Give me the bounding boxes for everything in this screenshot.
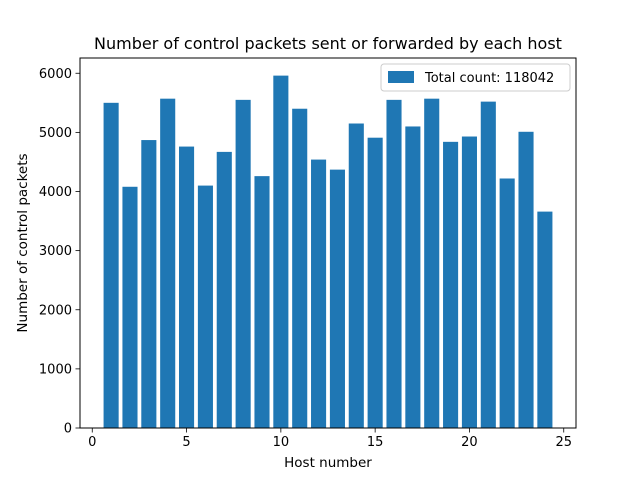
x-tick-label: 15 [367, 435, 384, 450]
y-tick-label: 5000 [39, 126, 72, 141]
bar-host-1 [103, 102, 119, 429]
x-tick-label: 5 [182, 435, 190, 450]
bar-host-6 [197, 185, 213, 428]
bar-host-13 [329, 169, 345, 429]
bar-host-17 [405, 126, 421, 428]
y-axis-ticks: 0 1000 2000 3000 4000 5000 6000 [39, 67, 80, 437]
bar-host-12 [311, 159, 327, 429]
bars-group [103, 75, 553, 429]
legend-label: Total count: 118042 [424, 71, 554, 86]
bar-host-5 [179, 146, 195, 428]
y-tick-label: 3000 [39, 244, 72, 259]
y-tick-label: 0 [64, 422, 72, 437]
y-axis-label: Number of control packets [15, 153, 31, 332]
bar-host-4 [160, 98, 176, 428]
x-tick-label: 25 [555, 435, 572, 450]
chart-title: Number of control packets sent or forwar… [94, 34, 562, 53]
x-tick-label: 10 [273, 435, 290, 450]
bar-host-7 [216, 151, 232, 429]
bar-host-24 [537, 211, 553, 428]
bar-host-16 [386, 99, 402, 428]
bar-host-11 [292, 108, 308, 428]
bar-host-10 [273, 75, 289, 428]
y-tick-label: 6000 [39, 67, 72, 82]
x-tick-label: 20 [461, 435, 478, 450]
bar-host-14 [348, 123, 364, 428]
bar-host-2 [122, 186, 138, 428]
bar-host-9 [254, 176, 270, 428]
bar-host-8 [235, 99, 251, 428]
legend-swatch [388, 71, 414, 83]
bar-host-15 [367, 137, 383, 428]
x-axis-ticks: 0 5 10 15 20 25 [88, 428, 572, 450]
y-tick-label: 2000 [39, 303, 72, 318]
bar-host-23 [518, 131, 534, 428]
plot-area-frame [79, 57, 577, 429]
x-tick-label: 0 [88, 435, 96, 450]
bar-host-21 [480, 101, 496, 428]
bar-host-3 [141, 140, 157, 428]
y-tick-label: 1000 [39, 362, 72, 377]
bar-host-18 [424, 98, 440, 428]
bar-host-19 [443, 141, 459, 428]
bar-host-20 [461, 136, 477, 429]
y-tick-label: 4000 [39, 185, 72, 200]
x-axis-label: Host number [284, 455, 372, 471]
legend-box [380, 63, 571, 92]
bar-host-22 [499, 178, 515, 428]
legend: Total count: 118042 [380, 63, 571, 92]
